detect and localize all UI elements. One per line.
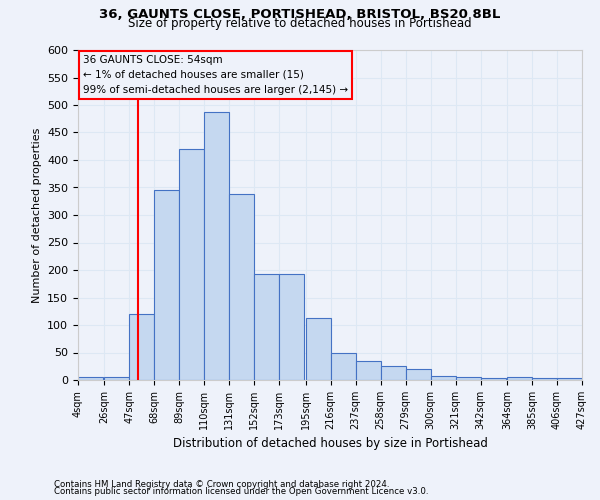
Y-axis label: Number of detached properties: Number of detached properties xyxy=(32,128,41,302)
X-axis label: Distribution of detached houses by size in Portishead: Distribution of detached houses by size … xyxy=(173,438,487,450)
Bar xyxy=(204,112,229,380)
Bar xyxy=(179,149,204,380)
Bar xyxy=(331,352,356,380)
Text: 36, GAUNTS CLOSE, PORTISHEAD, BRISTOL, BS20 8BL: 36, GAUNTS CLOSE, PORTISHEAD, BRISTOL, B… xyxy=(100,8,500,20)
Bar xyxy=(129,314,154,380)
Bar xyxy=(406,369,431,380)
Bar xyxy=(507,377,532,380)
Bar xyxy=(229,194,254,380)
Bar xyxy=(532,378,557,380)
Bar xyxy=(254,274,280,380)
Bar xyxy=(305,318,331,380)
Bar xyxy=(557,378,582,380)
Bar xyxy=(431,376,456,380)
Bar xyxy=(154,190,179,380)
Bar xyxy=(456,377,481,380)
Bar xyxy=(280,274,304,380)
Text: Contains HM Land Registry data © Crown copyright and database right 2024.: Contains HM Land Registry data © Crown c… xyxy=(54,480,389,489)
Text: Size of property relative to detached houses in Portishead: Size of property relative to detached ho… xyxy=(128,18,472,30)
Bar xyxy=(78,377,103,380)
Bar xyxy=(380,366,406,380)
Text: Contains public sector information licensed under the Open Government Licence v3: Contains public sector information licen… xyxy=(54,487,428,496)
Bar xyxy=(356,361,380,380)
Text: 36 GAUNTS CLOSE: 54sqm
← 1% of detached houses are smaller (15)
99% of semi-deta: 36 GAUNTS CLOSE: 54sqm ← 1% of detached … xyxy=(83,55,348,94)
Bar xyxy=(481,378,506,380)
Bar xyxy=(104,377,129,380)
